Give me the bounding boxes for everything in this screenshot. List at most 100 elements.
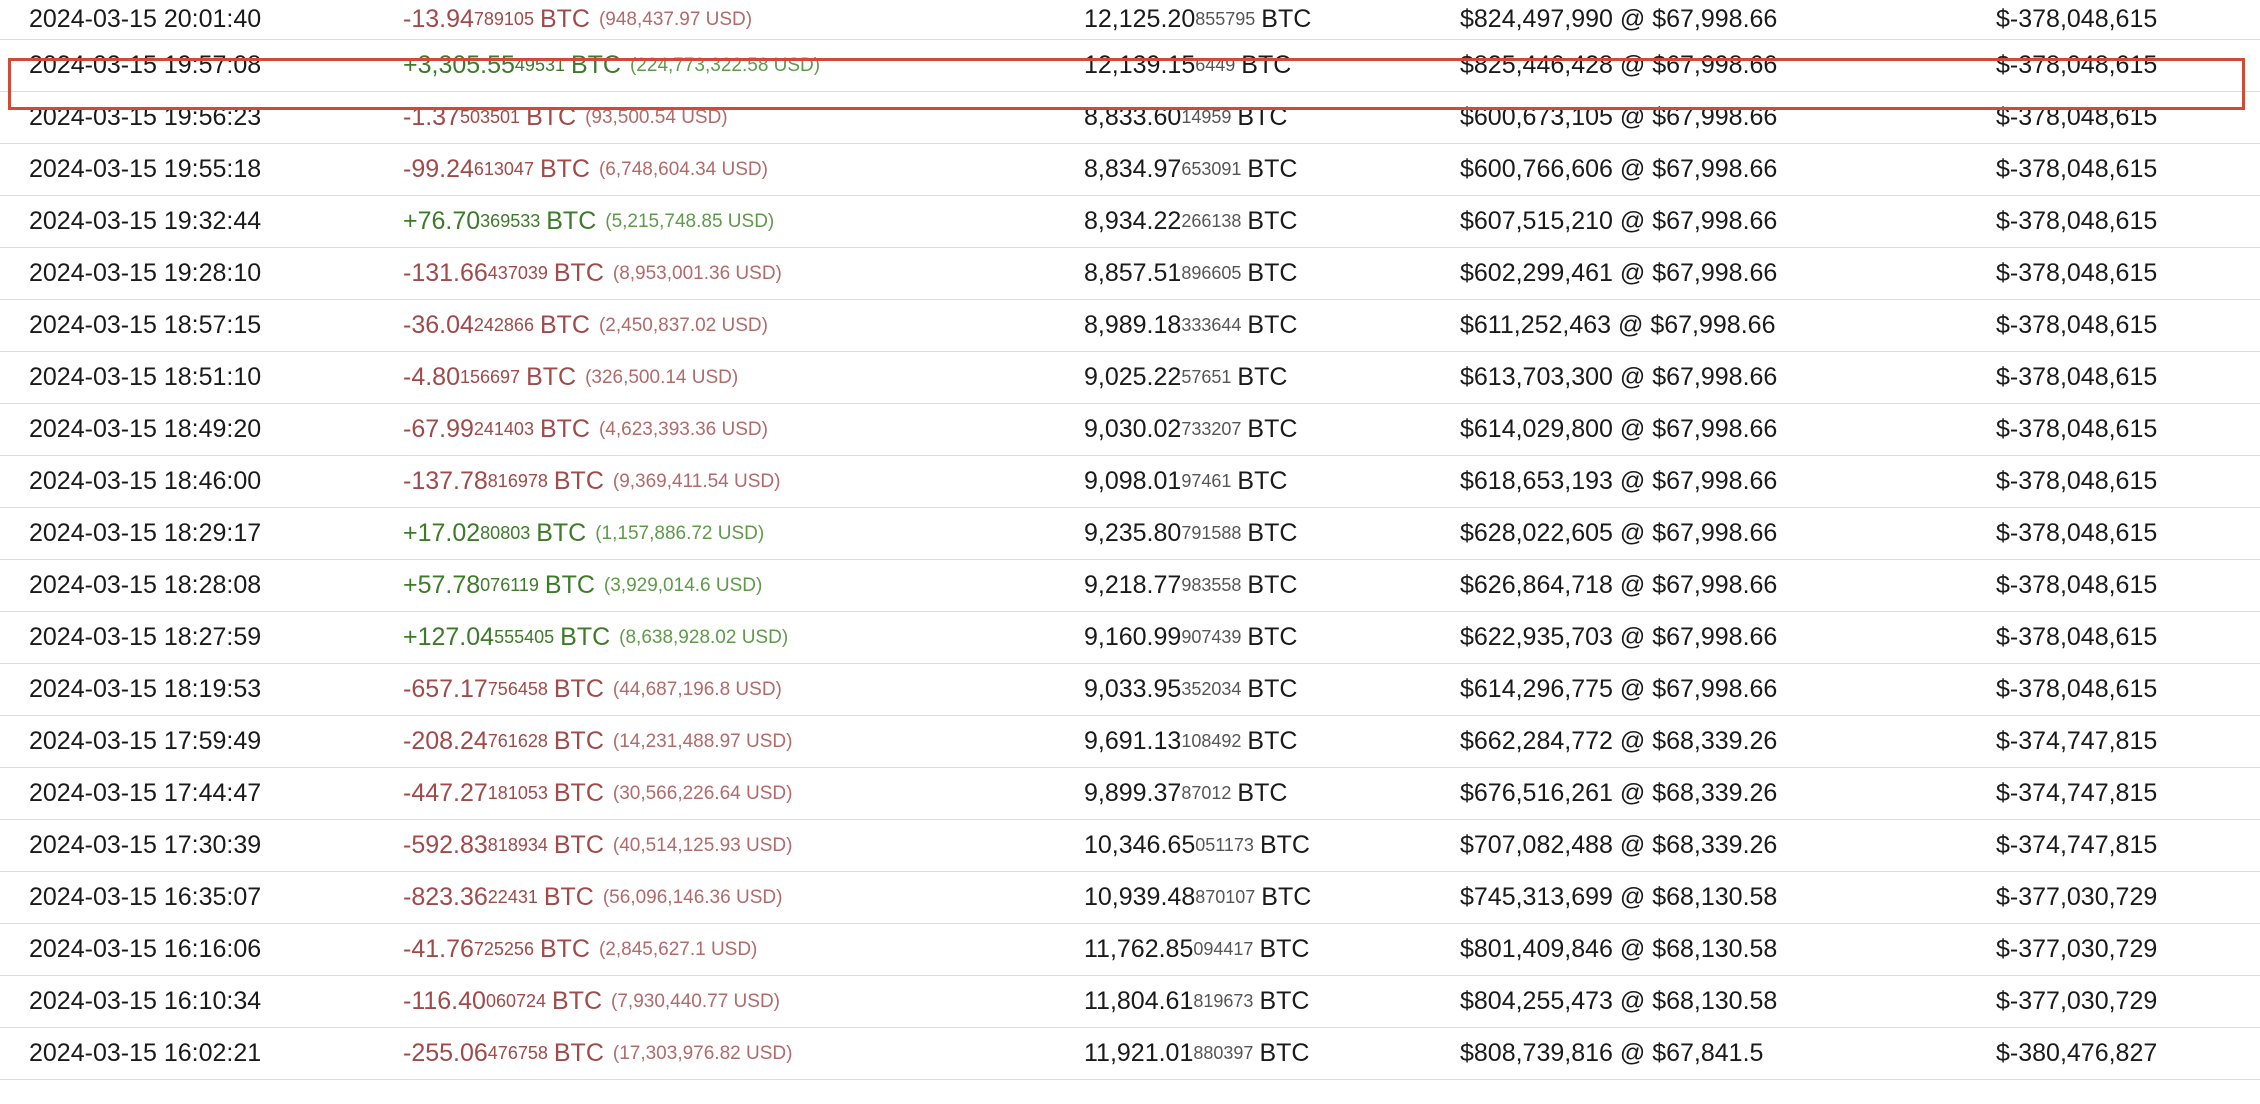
change-usd-value: (30,566,226.64 USD): [612, 782, 793, 804]
balance-decimals: 14959: [1181, 107, 1232, 127]
change-cell: -255.06 476758 BTC (17,303,976.82 USD): [403, 1028, 792, 1079]
change-unit: BTC: [553, 727, 604, 755]
change-amount-main: -41.76: [403, 935, 474, 963]
table-row[interactable]: 2024-03-15 16:10:34 -116.40 060724 BTC (7,93…: [0, 976, 2260, 1028]
value-at-price: $707,082,488 @ $68,339.26: [1460, 831, 1778, 859]
value-cell: $618,653,193 @ $67,998.66: [1460, 456, 1777, 507]
table-row[interactable]: 2024-03-15 19:55:18 -99.24 613047 BTC (6,748…: [0, 144, 2260, 196]
value-at-price: $614,296,775 @ $67,998.66: [1460, 675, 1778, 703]
balance-decimals: 819673: [1193, 991, 1254, 1011]
balance-main: 12,139.15: [1084, 51, 1196, 79]
change-amount-decimals: 725256: [473, 939, 534, 959]
table-row[interactable]: 2024-03-15 18:19:53 -657.17 756458 BTC (44,6…: [0, 664, 2260, 716]
table-row[interactable]: 2024-03-15 20:01:40 -13.94 789105 BTC (948,4…: [0, 0, 2260, 40]
balance-cell: 11,804.61 819673 BTC: [1084, 976, 1309, 1027]
value-at-price: $804,255,473 @ $68,130.58: [1460, 987, 1778, 1015]
change-cell: -447.27 181053 BTC (30,566,226.64 USD): [403, 768, 792, 819]
balance-decimals: 855795: [1195, 9, 1256, 29]
table-row-highlighted[interactable]: 2024-03-15 19:57:08 +3,305.55 49531 BTC (224…: [0, 40, 2260, 92]
balance-decimals: 352034: [1181, 679, 1242, 699]
balance-main: 11,804.61: [1084, 987, 1194, 1015]
balance-cell: 8,833.60 14959 BTC: [1084, 92, 1287, 143]
pnl-cell: $-378,048,615: [1996, 508, 2157, 559]
change-cell: -116.40 060724 BTC (7,930,440.77 USD): [403, 976, 780, 1027]
value-cell: $707,082,488 @ $68,339.26: [1460, 820, 1777, 871]
change-usd-value: (5,215,748.85 USD): [605, 210, 775, 232]
table-row[interactable]: 2024-03-15 16:35:07 -823.36 22431 BTC (56,09…: [0, 872, 2260, 924]
value-at-price: $825,446,428 @ $67,998.66: [1460, 51, 1778, 79]
balance-unit: BTC: [1247, 155, 1298, 183]
timestamp-cell: 2024-03-15 16:35:07: [29, 872, 261, 923]
table-row[interactable]: 2024-03-15 18:49:20 -67.99 241403 BTC (4,623…: [0, 404, 2260, 456]
value-cell: $801,409,846 @ $68,130.58: [1460, 924, 1777, 975]
change-amount-decimals: 181053: [487, 783, 548, 803]
balance-unit: BTC: [1237, 103, 1288, 131]
balance-main: 9,030.02: [1084, 415, 1182, 443]
timestamp-text: 2024-03-15 16:16:06: [29, 935, 262, 963]
balance-decimals: 880397: [1193, 1043, 1254, 1063]
balance-decimals: 333644: [1181, 315, 1242, 335]
table-row[interactable]: 2024-03-15 18:51:10 -4.80 156697 BTC (326,50…: [0, 352, 2260, 404]
timestamp-text: 2024-03-15 20:01:40: [29, 5, 262, 33]
table-row[interactable]: 2024-03-15 16:16:06 -41.76 725256 BTC (2,845…: [0, 924, 2260, 976]
pnl-value: $-378,048,615: [1996, 155, 2158, 183]
table-row[interactable]: 2024-03-15 18:57:15 -36.04 242866 BTC (2,450…: [0, 300, 2260, 352]
table-row[interactable]: 2024-03-15 18:46:00 -137.78 816978 BTC (9,36…: [0, 456, 2260, 508]
timestamp-text: 2024-03-15 16:10:34: [29, 987, 262, 1015]
pnl-cell: $-378,048,615: [1996, 300, 2157, 351]
change-cell: -99.24 613047 BTC (6,748,604.34 USD): [403, 144, 768, 195]
table-row[interactable]: 2024-03-15 18:28:08 +57.78 076119 BTC (3,929…: [0, 560, 2260, 612]
value-at-price: $808,739,816 @ $67,841.5: [1460, 1039, 1764, 1067]
value-at-price: $614,029,800 @ $67,998.66: [1460, 415, 1778, 443]
table-row[interactable]: 2024-03-15 17:44:47 -447.27 181053 BTC (30,5…: [0, 768, 2260, 820]
timestamp-cell: 2024-03-15 18:57:15: [29, 300, 261, 351]
timestamp-text: 2024-03-15 19:32:44: [29, 207, 262, 235]
table-row[interactable]: 2024-03-15 19:28:10 -131.66 437039 BTC (8,95…: [0, 248, 2260, 300]
table-row[interactable]: 2024-03-15 19:32:44 +76.70 369533 BTC (5,215…: [0, 196, 2260, 248]
pnl-cell: $-378,048,615: [1996, 664, 2157, 715]
timestamp-cell: 2024-03-15 19:28:10: [29, 248, 261, 299]
balance-main: 8,857.51: [1084, 259, 1182, 287]
change-usd-value: (1,157,886.72 USD): [595, 522, 765, 544]
change-cell: +76.70 369533 BTC (5,215,748.85 USD): [403, 196, 774, 247]
balance-main: 10,346.65: [1084, 831, 1196, 859]
value-at-price: $600,673,105 @ $67,998.66: [1460, 103, 1778, 131]
table-row[interactable]: 2024-03-15 16:02:21 -255.06 476758 BTC (17,3…: [0, 1028, 2260, 1080]
timestamp-cell: 2024-03-15 16:02:21: [29, 1028, 261, 1079]
balance-decimals: 733207: [1181, 419, 1242, 439]
pnl-cell: $-377,030,729: [1996, 976, 2157, 1027]
pnl-value: $-378,048,615: [1996, 51, 2158, 79]
change-unit: BTC: [539, 5, 590, 33]
table-row[interactable]: 2024-03-15 17:59:49 -208.24 761628 BTC (14,2…: [0, 716, 2260, 768]
change-cell: -1.37 503501 BTC (93,500.54 USD): [403, 92, 728, 143]
change-cell: +57.78 076119 BTC (3,929,014.6 USD): [403, 560, 762, 611]
balance-cell: 9,691.13 108492 BTC: [1084, 716, 1297, 767]
timestamp-cell: 2024-03-15 16:16:06: [29, 924, 261, 975]
change-amount-decimals: 060724: [485, 991, 547, 1011]
balance-decimals: 108492: [1181, 731, 1242, 751]
value-at-price: $602,299,461 @ $67,998.66: [1460, 259, 1778, 287]
change-amount-decimals: 503501: [459, 107, 521, 127]
table-row[interactable]: 2024-03-15 17:30:39 -592.83 818934 BTC (40,5…: [0, 820, 2260, 872]
balance-cell: 11,921.01 880397 BTC: [1084, 1028, 1309, 1079]
change-amount-main: -116.40: [403, 987, 486, 1015]
change-usd-value: (8,953,001.36 USD): [612, 262, 782, 284]
value-cell: $611,252,463 @ $67,998.66: [1460, 300, 1775, 351]
balance-cell: 9,235.80 791588 BTC: [1084, 508, 1297, 559]
change-unit: BTC: [553, 259, 604, 287]
balance-decimals: 870107: [1195, 887, 1256, 907]
balance-main: 10,939.48: [1084, 883, 1196, 911]
table-row[interactable]: 2024-03-15 18:29:17 +17.02 80803 BTC (1,157,…: [0, 508, 2260, 560]
value-cell: $676,516,261 @ $68,339.26: [1460, 768, 1777, 819]
balance-cell: 9,030.02 733207 BTC: [1084, 404, 1297, 455]
table-row[interactable]: 2024-03-15 18:27:59 +127.04 555405 BTC (8,63…: [0, 612, 2260, 664]
value-cell: $622,935,703 @ $67,998.66: [1460, 612, 1777, 663]
change-usd-value: (93,500.54 USD): [585, 106, 728, 128]
change-unit: BTC: [526, 363, 577, 391]
change-unit: BTC: [552, 987, 603, 1015]
balance-decimals: 896605: [1181, 263, 1242, 283]
balance-main: 9,160.99: [1084, 623, 1182, 651]
table-row[interactable]: 2024-03-15 19:56:23 -1.37 503501 BTC (93,500…: [0, 92, 2260, 144]
balance-unit: BTC: [1259, 935, 1310, 963]
timestamp-text: 2024-03-15 19:28:10: [29, 259, 262, 287]
